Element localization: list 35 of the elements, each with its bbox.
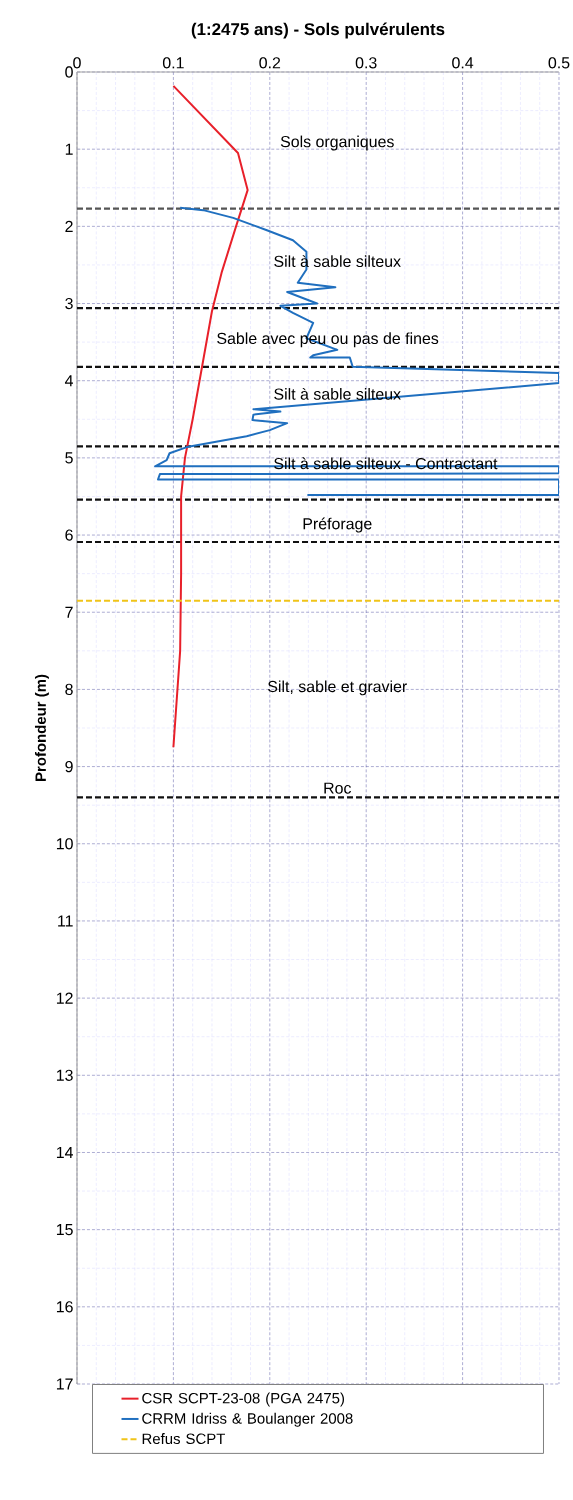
y-tick-label: 16	[56, 1301, 73, 1313]
y-tick-label: 13	[56, 1069, 73, 1081]
y-tick-label: 12	[56, 992, 73, 1004]
y-tick-label: 9	[65, 760, 73, 773]
y-axis-title: Profondeur (m)	[34, 674, 49, 781]
legend-label: CRRM Idriss & Boulanger 2008	[142, 1412, 353, 1427]
annotation: Silt à sable silteux	[274, 387, 401, 400]
y-tick-label: 1	[65, 143, 73, 155]
x-tick-label: 0.2	[259, 57, 281, 69]
x-tick-label: 0	[73, 57, 81, 69]
y-tick-label: 10	[56, 838, 73, 850]
x-tick-label: 0.1	[162, 57, 184, 69]
y-tick-label: 3	[65, 297, 73, 310]
legend-label: CSR SCPT-23-08 (PGA 2475)	[142, 1392, 345, 1407]
y-tick-label: 2	[65, 220, 73, 232]
y-tick-label: 0	[65, 66, 73, 78]
annotation: Roc	[324, 782, 352, 794]
x-tick-label: 0.3	[355, 57, 377, 69]
legend-label: Refus SCPT	[142, 1433, 226, 1445]
line-series	[154, 206, 559, 496]
y-tick-label: 5	[65, 452, 73, 464]
y-tick-label: 14	[56, 1146, 73, 1158]
chart-title: (1:2475 ans) - Sols pulvérulents	[191, 22, 445, 39]
y-tick-label: 6	[65, 529, 73, 541]
annotation: Sols organiques	[280, 135, 394, 151]
annotation: Silt, sable et gravier	[268, 680, 407, 696]
y-tick-label: 4	[64, 375, 74, 387]
y-tick-label: 7	[65, 606, 73, 618]
y-tick-label: 11	[58, 915, 73, 927]
y-tick-label: 8	[65, 683, 73, 696]
x-tick-label: 0.4	[452, 57, 474, 69]
annotation: Préforage	[303, 517, 372, 533]
y-tick-label: 17	[56, 1378, 73, 1390]
y-tick-label: 15	[56, 1224, 73, 1236]
x-tick-label: 0.5	[548, 57, 570, 69]
